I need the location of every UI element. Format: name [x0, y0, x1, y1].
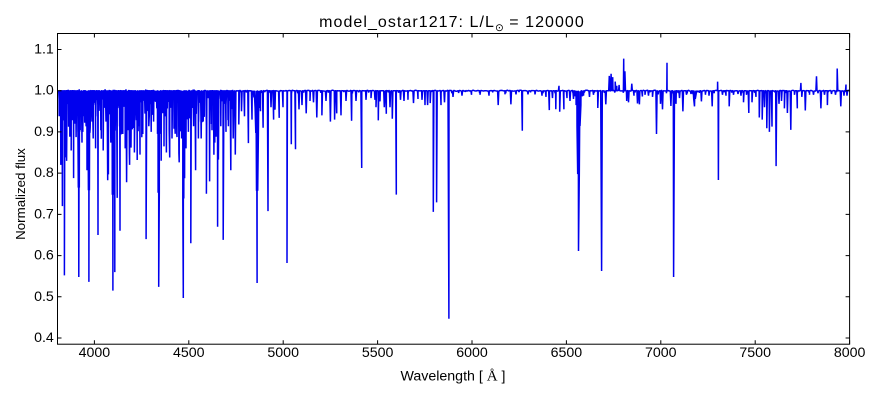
svg-text:0.6: 0.6	[34, 248, 54, 264]
svg-text:Normalized flux: Normalized flux	[13, 148, 28, 240]
svg-text:1.0: 1.0	[34, 83, 54, 99]
svg-text:7000: 7000	[645, 345, 677, 361]
svg-text:8000: 8000	[834, 345, 866, 361]
svg-text:7500: 7500	[739, 345, 771, 361]
svg-text:4000: 4000	[79, 345, 111, 361]
svg-text:model_ostar1217: L/L⊙ = 120000: model_ostar1217: L/L⊙ = 120000	[319, 14, 585, 34]
svg-text:0.9: 0.9	[34, 124, 54, 140]
svg-text:0.7: 0.7	[34, 206, 54, 222]
svg-text:4500: 4500	[173, 345, 205, 361]
svg-text:6500: 6500	[551, 345, 583, 361]
svg-text:6000: 6000	[456, 345, 488, 361]
svg-text:5500: 5500	[362, 345, 394, 361]
svg-text:0.8: 0.8	[34, 165, 54, 181]
svg-text:1.1: 1.1	[34, 42, 54, 58]
svg-text:0.4: 0.4	[34, 330, 54, 346]
svg-text:Wavelength [ Å ]: Wavelength [ Å ]	[401, 369, 506, 385]
svg-text:5000: 5000	[267, 345, 299, 361]
svg-text:0.5: 0.5	[34, 289, 54, 305]
